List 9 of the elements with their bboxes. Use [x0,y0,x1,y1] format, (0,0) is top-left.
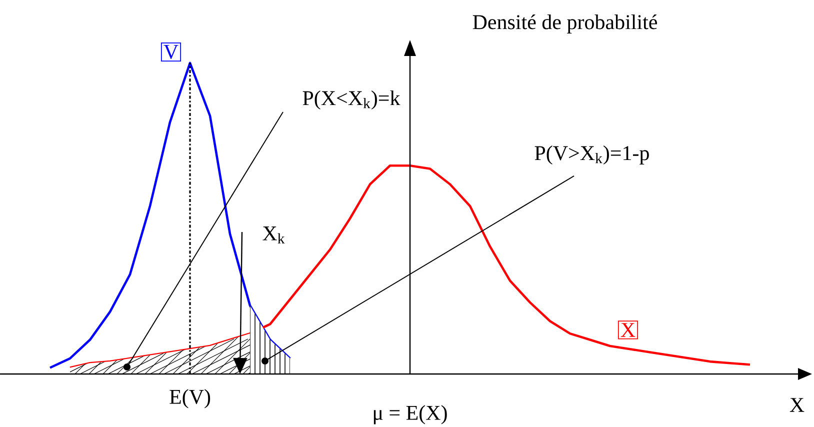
x-tick-label: E(V) [170,389,210,408]
series-label: X [620,323,636,337]
annotation: X$_{k}$ [262,226,285,244]
series-label: V [164,44,178,60]
y-axis-title: Densité de probabilité [472,14,657,34]
annotation: P(X<X$_{k}$)=k [302,90,400,110]
x-tick-label: μ = E(X) [374,405,447,424]
annotation: P(V>X$_{k}$)=1-p [534,145,649,165]
x-axis-title: X [790,398,804,412]
